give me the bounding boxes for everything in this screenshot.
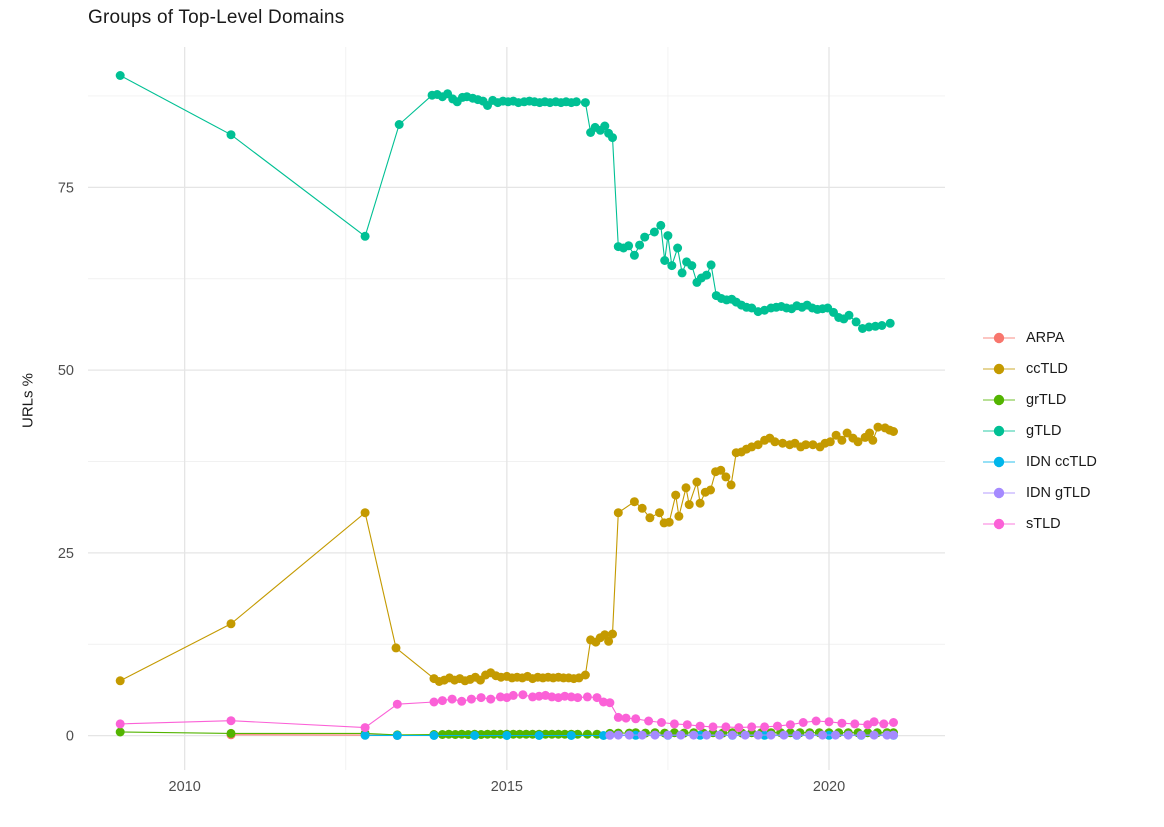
y-tick-label: 50 xyxy=(58,363,74,379)
legend-label: grTLD xyxy=(1026,391,1067,408)
legend-key-icon xyxy=(983,394,1015,405)
legend-item-arpa: ARPA xyxy=(982,322,1097,353)
legend-label: ARPA xyxy=(1026,329,1065,346)
series-stld xyxy=(115,690,898,733)
legend: ARPA ccTLD grTLD gTLD IDN ccTLD IDN gTLD sTLD xyxy=(982,322,1097,539)
legend-key-icon xyxy=(983,425,1015,436)
x-tick-label: 2015 xyxy=(491,779,523,795)
legend-key-icon xyxy=(983,518,1015,529)
y-axis-title: URLs % xyxy=(19,373,37,429)
legend-item-stld: sTLD xyxy=(982,508,1097,539)
chart-title: Groups of Top-Level Domains xyxy=(88,7,345,28)
y-tick-label: 0 xyxy=(66,729,74,745)
legend-key-icon xyxy=(983,487,1015,498)
legend-label: IDN gTLD xyxy=(1026,484,1091,501)
series-idn-gtld xyxy=(605,730,898,740)
legend-key-icon xyxy=(983,332,1015,343)
legend-item-idn-gtld: IDN gTLD xyxy=(982,477,1097,508)
series-line xyxy=(119,75,891,330)
gridlines xyxy=(88,47,945,770)
y-tick-label: 25 xyxy=(58,546,74,562)
legend-item-cctld: ccTLD xyxy=(982,353,1097,384)
legend-key-icon xyxy=(983,456,1015,467)
legend-key-icon xyxy=(983,363,1015,374)
legend-label: sTLD xyxy=(1026,515,1061,532)
x-tick-label: 2020 xyxy=(813,779,845,795)
legend-label: ccTLD xyxy=(1026,360,1068,377)
y-tick-label: 75 xyxy=(58,180,74,196)
x-tick-label: 2010 xyxy=(169,779,201,795)
legend-item-grtld: grTLD xyxy=(982,384,1097,415)
series-cctld xyxy=(115,422,898,686)
series-gtld xyxy=(115,71,895,333)
legend-label: gTLD xyxy=(1026,422,1062,439)
legend-item-idn-cctld: IDN ccTLD xyxy=(982,446,1097,477)
legend-item-gtld: gTLD xyxy=(982,415,1097,446)
legend-label: IDN ccTLD xyxy=(1026,453,1097,470)
axis-tick-labels: 0 25 50 75 2010 2015 2020 xyxy=(58,180,845,795)
